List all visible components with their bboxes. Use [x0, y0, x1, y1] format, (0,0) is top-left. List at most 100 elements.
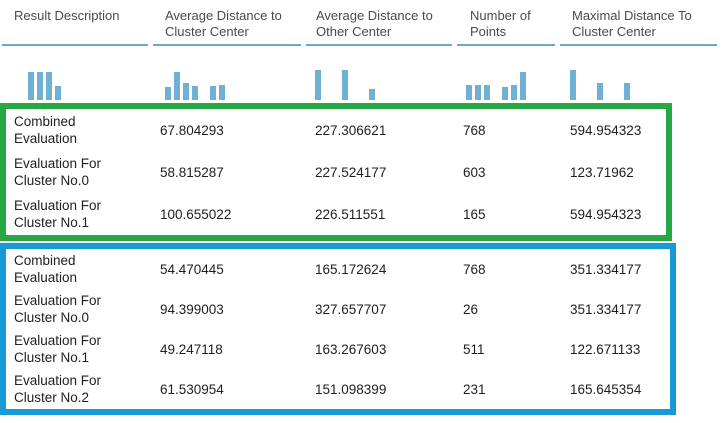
cell-text: 226.511551	[315, 206, 386, 222]
column-header-avg-distance-to-other-center[interactable]: Average Distance to Other Center	[306, 0, 457, 46]
table-row[interactable]: Evaluation For Cluster No.1 49.247118 163.…	[6, 329, 670, 369]
cell-text: 351.334177	[570, 301, 642, 317]
cell-text: 122.671133	[570, 341, 641, 357]
table-row[interactable]: Evaluation For Cluster No.1 100.655022 226…	[6, 193, 666, 235]
table-row[interactable]: Combined Evaluation 54.470445 165.172624 76…	[6, 249, 670, 289]
cell-text: 768	[463, 122, 486, 138]
cell-text: 163.267603	[315, 341, 387, 357]
cell-text: Evaluation For Cluster No.1	[14, 333, 102, 365]
cell-description: Evaluation For Cluster No.1	[6, 193, 153, 235]
table-row[interactable]: Evaluation For Cluster No.0 58.815287 227.…	[6, 151, 666, 193]
cell-avg-to-cluster-center: 67.804293	[153, 109, 306, 151]
cell-text: 227.306621	[315, 122, 387, 138]
column-header-label: Result Description	[14, 8, 120, 23]
cell-text: Evaluation For Cluster No.2	[14, 373, 102, 405]
cell-max-to-cluster-center: 351.334177	[560, 289, 670, 329]
histogram-sparkline-avg-distance-to-cluster-center[interactable]	[153, 46, 306, 103]
histogram-bar	[315, 70, 321, 100]
cell-num-points: 231	[457, 369, 560, 409]
cell-avg-to-other-center: 227.524177	[306, 151, 457, 193]
column-header-label: Average Distance to Other Center	[316, 8, 433, 39]
column-header-label: Maximal Distance To Cluster Center	[572, 8, 692, 39]
cell-avg-to-cluster-center: 49.247118	[153, 329, 306, 369]
header-underline	[306, 44, 452, 46]
histogram-bar	[37, 72, 43, 100]
histogram-bar	[342, 70, 348, 100]
cell-text: 165.645354	[570, 381, 642, 397]
header-underline	[153, 44, 301, 46]
histogram-sparkline-result-description[interactable]	[0, 46, 153, 103]
histogram-sparkline-maximal-distance-to-cluster-center[interactable]	[560, 46, 727, 103]
histogram-bar	[219, 85, 225, 100]
cell-avg-to-cluster-center: 100.655022	[153, 193, 306, 235]
cell-text: 231	[463, 381, 486, 397]
histogram-sparkline-avg-distance-to-other-center[interactable]	[306, 46, 457, 103]
cell-text: 49.247118	[160, 341, 223, 357]
cell-num-points: 768	[457, 109, 560, 151]
cell-text: 351.334177	[570, 261, 642, 277]
histogram-sparkline-number-of-points[interactable]	[457, 46, 560, 103]
cell-text: 327.657707	[315, 301, 387, 317]
cell-text: Evaluation For Cluster No.1	[14, 198, 102, 230]
cell-text: 603	[463, 164, 486, 180]
table-body: Combined Evaluation 67.804293 227.306621 76…	[0, 103, 727, 415]
histogram-bar	[624, 83, 630, 100]
cell-text: Combined Evaluation	[14, 114, 78, 146]
column-header-number-of-points[interactable]: Number of Points	[457, 0, 560, 46]
cell-avg-to-cluster-center: 61.530954	[153, 369, 306, 409]
histogram-bar	[174, 72, 180, 100]
column-header-avg-distance-to-cluster-center[interactable]: Average Distance to Cluster Center	[153, 0, 306, 46]
histogram-bar	[28, 72, 34, 100]
cell-text: Evaluation For Cluster No.0	[14, 293, 102, 325]
cell-text: 54.470445	[160, 261, 224, 277]
histogram-bar	[570, 70, 576, 100]
table-row[interactable]: Evaluation For Cluster No.2 61.530954 151.…	[6, 369, 670, 409]
cell-num-points: 165	[457, 193, 560, 235]
cell-max-to-cluster-center: 165.645354	[560, 369, 670, 409]
cell-text: 511	[463, 341, 485, 357]
cell-text: 151.098399	[315, 381, 387, 397]
histogram-bar	[165, 87, 171, 100]
cell-text: 165	[463, 206, 486, 222]
cell-max-to-cluster-center: 351.334177	[560, 249, 670, 289]
histogram-bar	[520, 72, 526, 100]
cell-num-points: 603	[457, 151, 560, 193]
column-header-maximal-distance-to-cluster-center[interactable]: Maximal Distance To Cluster Center	[560, 0, 727, 46]
cell-text: 594.954323	[570, 122, 642, 138]
cell-description: Evaluation For Cluster No.0	[6, 151, 153, 193]
table-row[interactable]: Evaluation For Cluster No.0 94.399003 327.…	[6, 289, 670, 329]
header-underline	[2, 44, 148, 46]
cell-max-to-cluster-center: 594.954323	[560, 193, 666, 235]
cell-description: Evaluation For Cluster No.2	[6, 369, 153, 409]
cell-description: Combined Evaluation	[6, 109, 153, 151]
header-underline	[560, 44, 717, 46]
cell-max-to-cluster-center: 123.71962	[560, 151, 666, 193]
histogram-bar	[55, 86, 61, 100]
histogram-bar	[597, 83, 603, 100]
histogram-bar	[484, 85, 490, 100]
histogram-bar	[511, 85, 517, 100]
table-header-row: Result Description Average Distance to Cl…	[0, 0, 727, 46]
cell-text: 123.71962	[570, 164, 634, 180]
cell-description: Evaluation For Cluster No.0	[6, 289, 153, 329]
cell-max-to-cluster-center: 594.954323	[560, 109, 666, 151]
header-underline	[457, 44, 555, 46]
cell-description: Evaluation For Cluster No.1	[6, 329, 153, 369]
cell-text: 67.804293	[160, 122, 224, 138]
highlight-group-green: Combined Evaluation 67.804293 227.306621 76…	[0, 103, 672, 241]
column-header-result-description[interactable]: Result Description	[0, 0, 153, 46]
highlight-group-blue: Combined Evaluation 54.470445 165.172624 76…	[0, 243, 676, 415]
cell-avg-to-other-center: 226.511551	[306, 193, 457, 235]
cell-avg-to-other-center: 165.172624	[306, 249, 457, 289]
cell-text: 227.524177	[315, 164, 387, 180]
cell-num-points: 26	[457, 289, 560, 329]
cell-avg-to-other-center: 163.267603	[306, 329, 457, 369]
cell-avg-to-other-center: 227.306621	[306, 109, 457, 151]
histogram-bar	[369, 89, 375, 100]
histogram-sparkline-row	[0, 46, 727, 103]
histogram-bar	[192, 86, 198, 100]
histogram-bar	[210, 86, 216, 100]
table-row[interactable]: Combined Evaluation 67.804293 227.306621 76…	[6, 109, 666, 151]
cell-avg-to-other-center: 327.657707	[306, 289, 457, 329]
cell-text: 165.172624	[315, 261, 387, 277]
